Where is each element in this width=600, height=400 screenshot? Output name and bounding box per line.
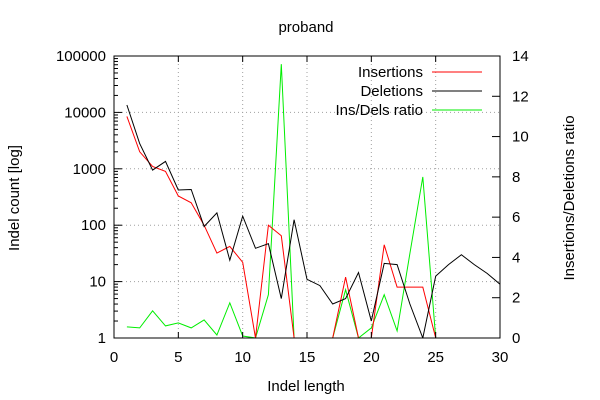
y2-tick-label: 14 (512, 48, 529, 65)
legend-label-ratio: Ins/Dels ratio (335, 102, 423, 119)
chart-title: proband (278, 19, 333, 36)
y-tick-labels: 1 10 100 1000 10000 100000 (56, 48, 106, 347)
y2-tick-label: 0 (512, 330, 520, 347)
y2-tick-labels: 0 2 4 6 8 10 12 14 (512, 48, 529, 347)
x-tick-label: 0 (110, 349, 118, 366)
x-tick-label: 10 (234, 349, 251, 366)
x-tick-label: 25 (427, 349, 444, 366)
y-tick-label: 1 (98, 330, 106, 347)
legend-label-deletions: Deletions (360, 83, 423, 100)
legend-label-insertions: Insertions (358, 64, 423, 81)
ticks (113, 55, 501, 339)
series-layer (126, 64, 500, 338)
y2-tick-label: 12 (512, 88, 529, 105)
y2-tick-label: 2 (512, 290, 520, 307)
x-axis-title: Indel length (267, 378, 345, 395)
x-tick-label: 15 (299, 349, 316, 366)
y-tick-label: 100 (81, 217, 106, 234)
y2-tick-label: 8 (512, 169, 520, 186)
y-tick-label: 1000 (73, 161, 106, 178)
plot-frame (113, 55, 501, 339)
x-tick-label: 5 (174, 349, 182, 366)
x-tick-label: 20 (363, 349, 380, 366)
legend: Insertions Deletions Ins/Dels ratio (335, 64, 482, 119)
y-tick-label: 10000 (64, 104, 106, 121)
y2-tick-label: 4 (512, 249, 520, 266)
y-tick-label: 10 (89, 274, 106, 291)
y2-tick-label: 6 (512, 209, 520, 226)
series-line-insertions (126, 116, 437, 338)
x-tick-label: 30 (492, 349, 509, 366)
x-tick-labels: 0 5 10 15 20 25 30 (110, 349, 509, 366)
y-axis-title: Indel count [log] (6, 145, 23, 251)
series-line-ins-dels-ratio (126, 64, 437, 338)
series-line-deletions (126, 104, 500, 338)
y2-axis-title: Insertions/Deletions ratio (561, 115, 578, 280)
grid (114, 56, 500, 338)
y2-tick-label: 10 (512, 129, 529, 146)
y-tick-label: 100000 (56, 48, 106, 65)
